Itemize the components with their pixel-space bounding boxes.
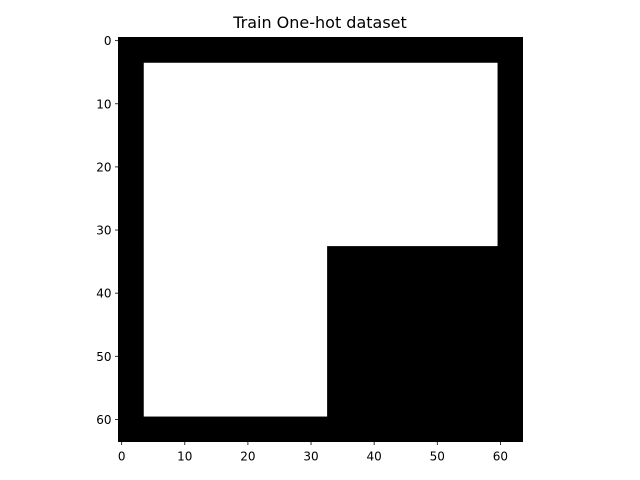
y-tick-label: 10 — [96, 97, 111, 111]
y-tick-label: 30 — [96, 224, 111, 238]
axes-frame — [118, 37, 523, 442]
x-tick-label: 10 — [177, 450, 192, 464]
y-axis: 0 10 20 30 40 50 60 — [96, 34, 119, 427]
x-tick-label: 50 — [430, 450, 445, 464]
y-tick-label: 40 — [96, 287, 111, 301]
x-tick-label: 0 — [118, 450, 126, 464]
y-tick-label: 50 — [96, 350, 111, 364]
image-region-1 — [143, 62, 498, 247]
x-tick-label: 40 — [367, 450, 382, 464]
y-tick-label: 0 — [104, 34, 112, 48]
y-tick-label: 60 — [96, 413, 111, 427]
x-tick-label: 30 — [303, 450, 318, 464]
x-tick-label: 60 — [493, 450, 508, 464]
image-region-2 — [143, 245, 328, 417]
x-axis: 0 10 20 30 40 50 60 — [118, 441, 508, 464]
x-tick-label: 20 — [240, 450, 255, 464]
y-tick-label: 20 — [96, 160, 111, 174]
image-cells — [118, 37, 523, 442]
plot-area — [118, 37, 523, 442]
chart-title: Train One-hot dataset — [232, 13, 407, 32]
